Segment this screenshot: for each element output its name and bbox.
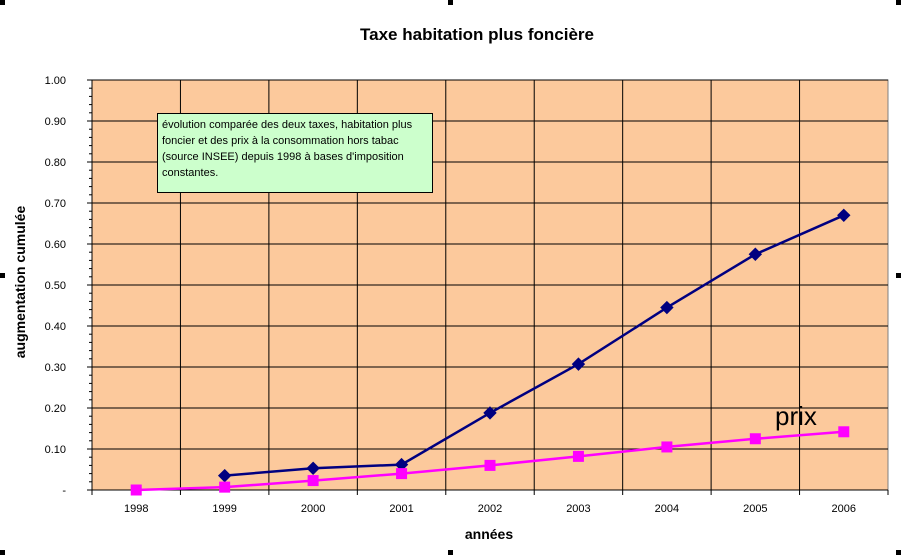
x-tick-label: 2004	[655, 503, 679, 515]
data-point-prix	[749, 433, 761, 445]
selection-handle[interactable]	[448, 0, 453, 5]
x-tick-label: 2005	[743, 503, 767, 515]
x-tick-label: 2001	[389, 503, 413, 515]
y-tick-label: 0.60	[45, 239, 66, 251]
y-tick-label: 1.00	[45, 75, 66, 87]
data-point-prix	[219, 481, 231, 493]
y-tick-label: 0.80	[45, 157, 66, 169]
data-point-prix	[661, 441, 673, 453]
x-axis-title: années	[465, 526, 513, 542]
series-line-taxes	[224, 214, 845, 477]
selection-handle[interactable]	[0, 0, 5, 5]
x-tick-label: 2003	[566, 503, 590, 515]
x-tick-label: 2000	[301, 503, 325, 515]
data-point-prix	[572, 450, 584, 462]
data-point-taxes	[837, 208, 851, 223]
selection-handle[interactable]	[896, 273, 901, 278]
data-point-prix	[396, 468, 408, 480]
y-tick-label: 0.20	[45, 403, 66, 415]
x-tick-label: 2002	[478, 503, 502, 515]
data-point-taxes	[660, 300, 674, 315]
data-point-taxes	[571, 357, 586, 371]
y-tick-label: 0.10	[45, 444, 66, 456]
x-tick-label: 1998	[124, 503, 148, 515]
y-axis-title: augmentation cumulée	[12, 206, 28, 359]
y-tick-label: 0.40	[45, 321, 66, 333]
data-point-taxes	[748, 247, 763, 261]
y-tick-label: 0.90	[45, 116, 66, 128]
y-tick-label: 0.70	[45, 198, 66, 210]
data-point-prix	[307, 475, 319, 487]
y-tick-labels: - 0.10 0.20 0.30 0.40 0.50 0.60 0.70 0.80 0.90 1.0…	[45, 75, 67, 497]
x-tick-label: 2006	[832, 503, 856, 515]
series-label-prix: prix	[775, 401, 817, 431]
annotation-box: évolution comparée des deux taxes, habit…	[157, 113, 433, 193]
y-tick-label: 0.30	[45, 362, 66, 374]
data-point-taxes	[306, 461, 320, 475]
y-tick-label: -	[62, 485, 66, 497]
series-layer	[130, 208, 851, 496]
selection-handle[interactable]	[0, 550, 5, 555]
data-point-prix	[484, 459, 496, 471]
chart-title: Taxe habitation plus foncière	[360, 25, 594, 44]
data-point-taxes	[483, 406, 497, 420]
data-point-prix	[838, 426, 850, 438]
x-tick-labels: 1998 1999 2000 2001 2002 2003 2004 2005 2006	[124, 503, 856, 515]
selection-handle[interactable]	[0, 273, 5, 278]
selection-handle[interactable]	[896, 550, 901, 555]
y-tick-label: 0.50	[45, 280, 66, 292]
selection-handle[interactable]	[448, 550, 453, 555]
x-tick-label: 1999	[212, 503, 236, 515]
data-point-prix	[130, 484, 142, 496]
selection-handle[interactable]	[896, 0, 901, 5]
